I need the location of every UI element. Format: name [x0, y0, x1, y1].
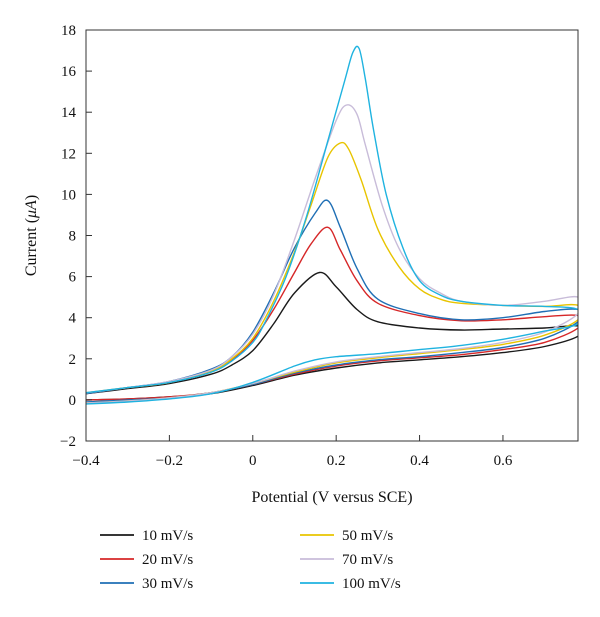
legend-label: 50 mV/s [342, 528, 393, 544]
x-tick-label: 0.2 [327, 453, 346, 469]
legend-label: 20 mV/s [142, 552, 193, 568]
series-line [86, 141, 578, 404]
legend-label: 10 mV/s [142, 528, 193, 544]
y-tick-label: 16 [61, 64, 77, 80]
y-axis-title-unit: μA [23, 200, 40, 219]
y-tick-label: 0 [69, 393, 77, 409]
y-tick-label: 14 [61, 105, 77, 121]
x-tick-label: −0.4 [72, 453, 100, 469]
y-tick-label: −2 [60, 434, 76, 450]
x-tick-label: −0.2 [156, 453, 183, 469]
series-1 [86, 271, 578, 401]
x-tick-label: 0 [249, 453, 257, 469]
plot-area [86, 45, 578, 405]
series-line [86, 45, 578, 405]
legend-label: 30 mV/s [142, 576, 193, 592]
legend-label: 70 mV/s [342, 552, 393, 568]
series-line [86, 104, 578, 404]
legend: 10 mV/s 20 mV/s 30 mV/s 50 mV/s 70 mV/s 100 m… [100, 528, 401, 592]
y-tick-label: 8 [69, 229, 77, 245]
x-tick-label: 0.6 [494, 453, 513, 469]
series-line [86, 199, 578, 403]
y-tick-label: 6 [69, 270, 77, 286]
y-tick-label: 2 [69, 352, 77, 368]
x-axis-title: Potential (V versus SCE) [251, 489, 412, 506]
series-6 [86, 45, 578, 405]
series-4 [86, 141, 578, 404]
series-line [86, 271, 578, 401]
plot-frame [85, 29, 579, 442]
series-2 [86, 226, 578, 401]
x-tick-label: 0.4 [410, 453, 429, 469]
legend-label: 100 mV/s [342, 576, 401, 592]
y-axis-title-end: ) [23, 195, 40, 200]
y-tick-label: 10 [61, 187, 76, 203]
y-axis-title: Current (μA) [23, 195, 40, 276]
y-tick-label: 4 [69, 311, 77, 327]
series-5 [86, 104, 578, 404]
series-3 [86, 199, 578, 403]
axes: −0.4 −0.2 0 0.2 0.4 0.6 −2 0 2 4 6 8 10 12 14 16 18 [60, 23, 579, 469]
y-axis-title-main: Current ( [23, 218, 40, 276]
y-tick-label: 12 [61, 146, 76, 162]
series-line [86, 226, 578, 401]
y-tick-label: 18 [61, 23, 76, 39]
